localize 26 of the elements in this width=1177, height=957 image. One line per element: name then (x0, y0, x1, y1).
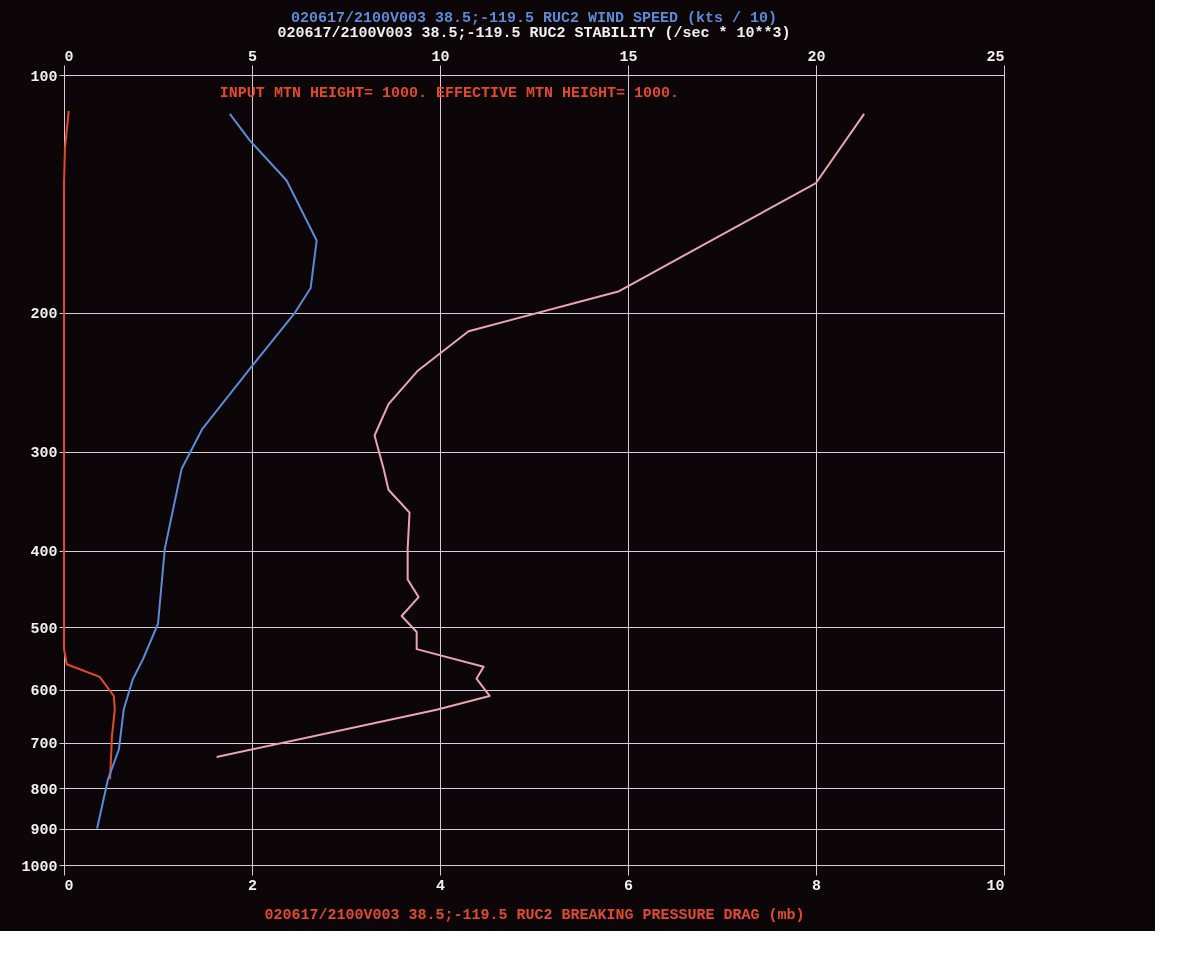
y-tick-label: 900 (30, 822, 58, 840)
x2-tick-label: 25 (986, 48, 1005, 66)
chart-title: 020617/2100V003 38.5;-119.5 RUC2 WIND SPEED (kts / 10) (290, 10, 778, 27)
x2-tick-label: 0 (64, 48, 74, 66)
y-tick-label: 300 (30, 445, 58, 463)
x-tick-label: 10 (986, 877, 1005, 895)
y-tick-label: 600 (30, 683, 58, 701)
x-tick-label: 6 (623, 877, 634, 895)
y-tick-label: 700 (30, 736, 58, 754)
y-tick-label: 500 (30, 620, 58, 638)
y-tick-label: 800 (30, 781, 58, 799)
x-axis-title: 020617/2100V003 38.5;-119.5 RUC2 BREAKING PRESSURE DRAG (mb) (264, 906, 805, 924)
x2-tick-label: 20 (807, 48, 826, 66)
x-tick-label: 8 (811, 877, 822, 895)
y-tick-label: 400 (30, 544, 58, 562)
chart-subtitle: 020617/2100V003 38.5;-119.5 RUC2 STABILITY (/sec * 10**3) (277, 25, 791, 42)
line-series (63, 109, 116, 781)
x-tick-label: 0 (64, 877, 74, 895)
x2-tick-label: 5 (247, 48, 258, 66)
y-tick-label: 1000 (21, 858, 58, 876)
x2-tick-label: 15 (619, 48, 638, 66)
x-tick-label: 4 (435, 877, 446, 895)
y-tick-label: 200 (30, 306, 58, 324)
y-tick-label: 100 (30, 68, 58, 86)
x2-tick-label: 10 (431, 48, 450, 66)
x-tick-label: 2 (247, 877, 258, 895)
